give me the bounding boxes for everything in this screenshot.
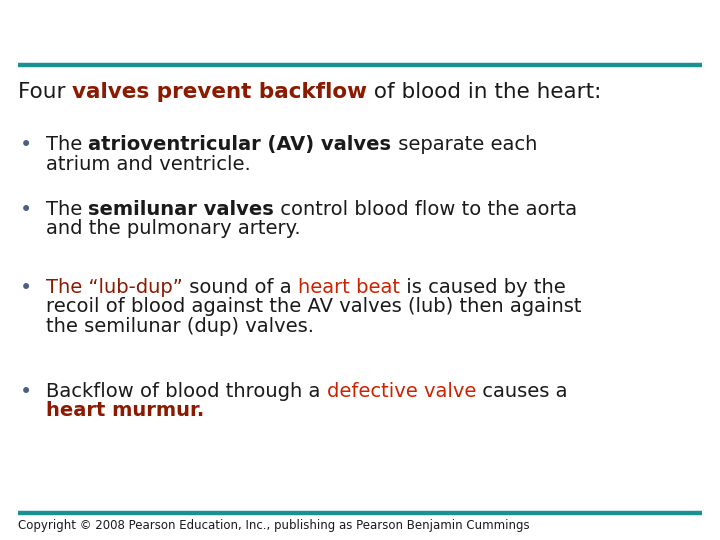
Text: heart beat: heart beat <box>297 278 400 297</box>
Text: atrium and ventricle.: atrium and ventricle. <box>46 154 251 173</box>
Text: defective valve: defective valve <box>327 382 476 401</box>
Text: the semilunar (dup) valves.: the semilunar (dup) valves. <box>46 317 314 336</box>
Text: Backflow of blood through a: Backflow of blood through a <box>46 382 327 401</box>
Text: semilunar valves: semilunar valves <box>89 200 274 219</box>
Text: Copyright © 2008 Pearson Education, Inc., publishing as Pearson Benjamin Cumming: Copyright © 2008 Pearson Education, Inc.… <box>18 519 530 532</box>
Text: is caused by the: is caused by the <box>400 278 565 297</box>
Text: separate each: separate each <box>392 135 537 154</box>
Text: sound of a: sound of a <box>183 278 297 297</box>
Text: The: The <box>46 135 89 154</box>
Text: atrioventricular (AV) valves: atrioventricular (AV) valves <box>89 135 392 154</box>
Text: •: • <box>20 278 32 298</box>
Text: of blood in the heart:: of blood in the heart: <box>367 82 602 102</box>
Text: control blood flow to the aorta: control blood flow to the aorta <box>274 200 577 219</box>
Text: causes a: causes a <box>476 382 567 401</box>
Text: heart murmur.: heart murmur. <box>46 402 204 421</box>
Text: •: • <box>20 135 32 155</box>
Text: valves prevent backflow: valves prevent backflow <box>73 82 367 102</box>
Text: •: • <box>20 382 32 402</box>
Text: recoil of blood against the AV valves (lub) then against: recoil of blood against the AV valves (l… <box>46 298 582 316</box>
Text: Four: Four <box>18 82 73 102</box>
Text: and the pulmonary artery.: and the pulmonary artery. <box>46 219 301 239</box>
Text: •: • <box>20 200 32 220</box>
Text: The: The <box>46 200 89 219</box>
Text: The “lub-dup”: The “lub-dup” <box>46 278 183 297</box>
